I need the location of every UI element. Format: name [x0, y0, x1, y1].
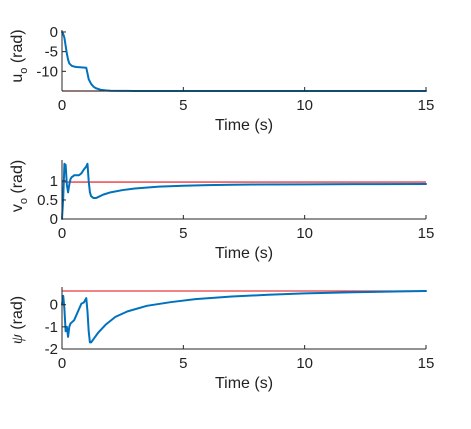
- x-axis-label: Time (s): [215, 375, 273, 392]
- plot-panel-3: 0 5 10 15 0 -1 -2 Time (s) ψ (rad): [9, 287, 434, 392]
- x-tick-label: 5: [179, 355, 187, 372]
- x-tick-label: 5: [179, 225, 187, 242]
- plot-panel-1: 0 5 10 15 0 -5 -10 Time (s) uo (rad): [9, 24, 434, 134]
- y-tick-label: -2: [45, 341, 58, 358]
- x-tick-label: 15: [418, 355, 435, 372]
- y-axis-label: uo (rad): [9, 29, 30, 82]
- x-axis-label: Time (s): [215, 245, 273, 262]
- x-tick-label: 10: [296, 97, 313, 114]
- x-tick-label: 5: [179, 97, 187, 114]
- y-axis-label: ψ (rad): [9, 296, 26, 344]
- y-tick-label: 0: [50, 24, 58, 41]
- signal-line: [61, 162, 427, 220]
- x-tick-label: 15: [418, 97, 435, 114]
- y-tick-label: 0.5: [37, 192, 58, 209]
- x-tick-label: 10: [296, 355, 313, 372]
- y-tick-label: 1: [50, 173, 58, 190]
- signal-line: [61, 30, 427, 92]
- y-axis-label: vo (rad): [9, 160, 30, 212]
- y-tick-label: -10: [36, 63, 58, 80]
- y-tick-label: -5: [45, 44, 58, 61]
- x-axis-label: Time (s): [215, 117, 273, 134]
- y-tick-label: -1: [45, 319, 58, 336]
- x-tick-label: 15: [418, 225, 435, 242]
- signal-line: [61, 289, 427, 344]
- x-tick-label: 0: [58, 97, 66, 114]
- x-tick-label: 10: [296, 225, 313, 242]
- y-tick-label: 0: [50, 211, 58, 228]
- x-tick-label: 0: [58, 225, 66, 242]
- x-tick-label: 0: [58, 355, 66, 372]
- y-tick-label: 0: [50, 297, 58, 314]
